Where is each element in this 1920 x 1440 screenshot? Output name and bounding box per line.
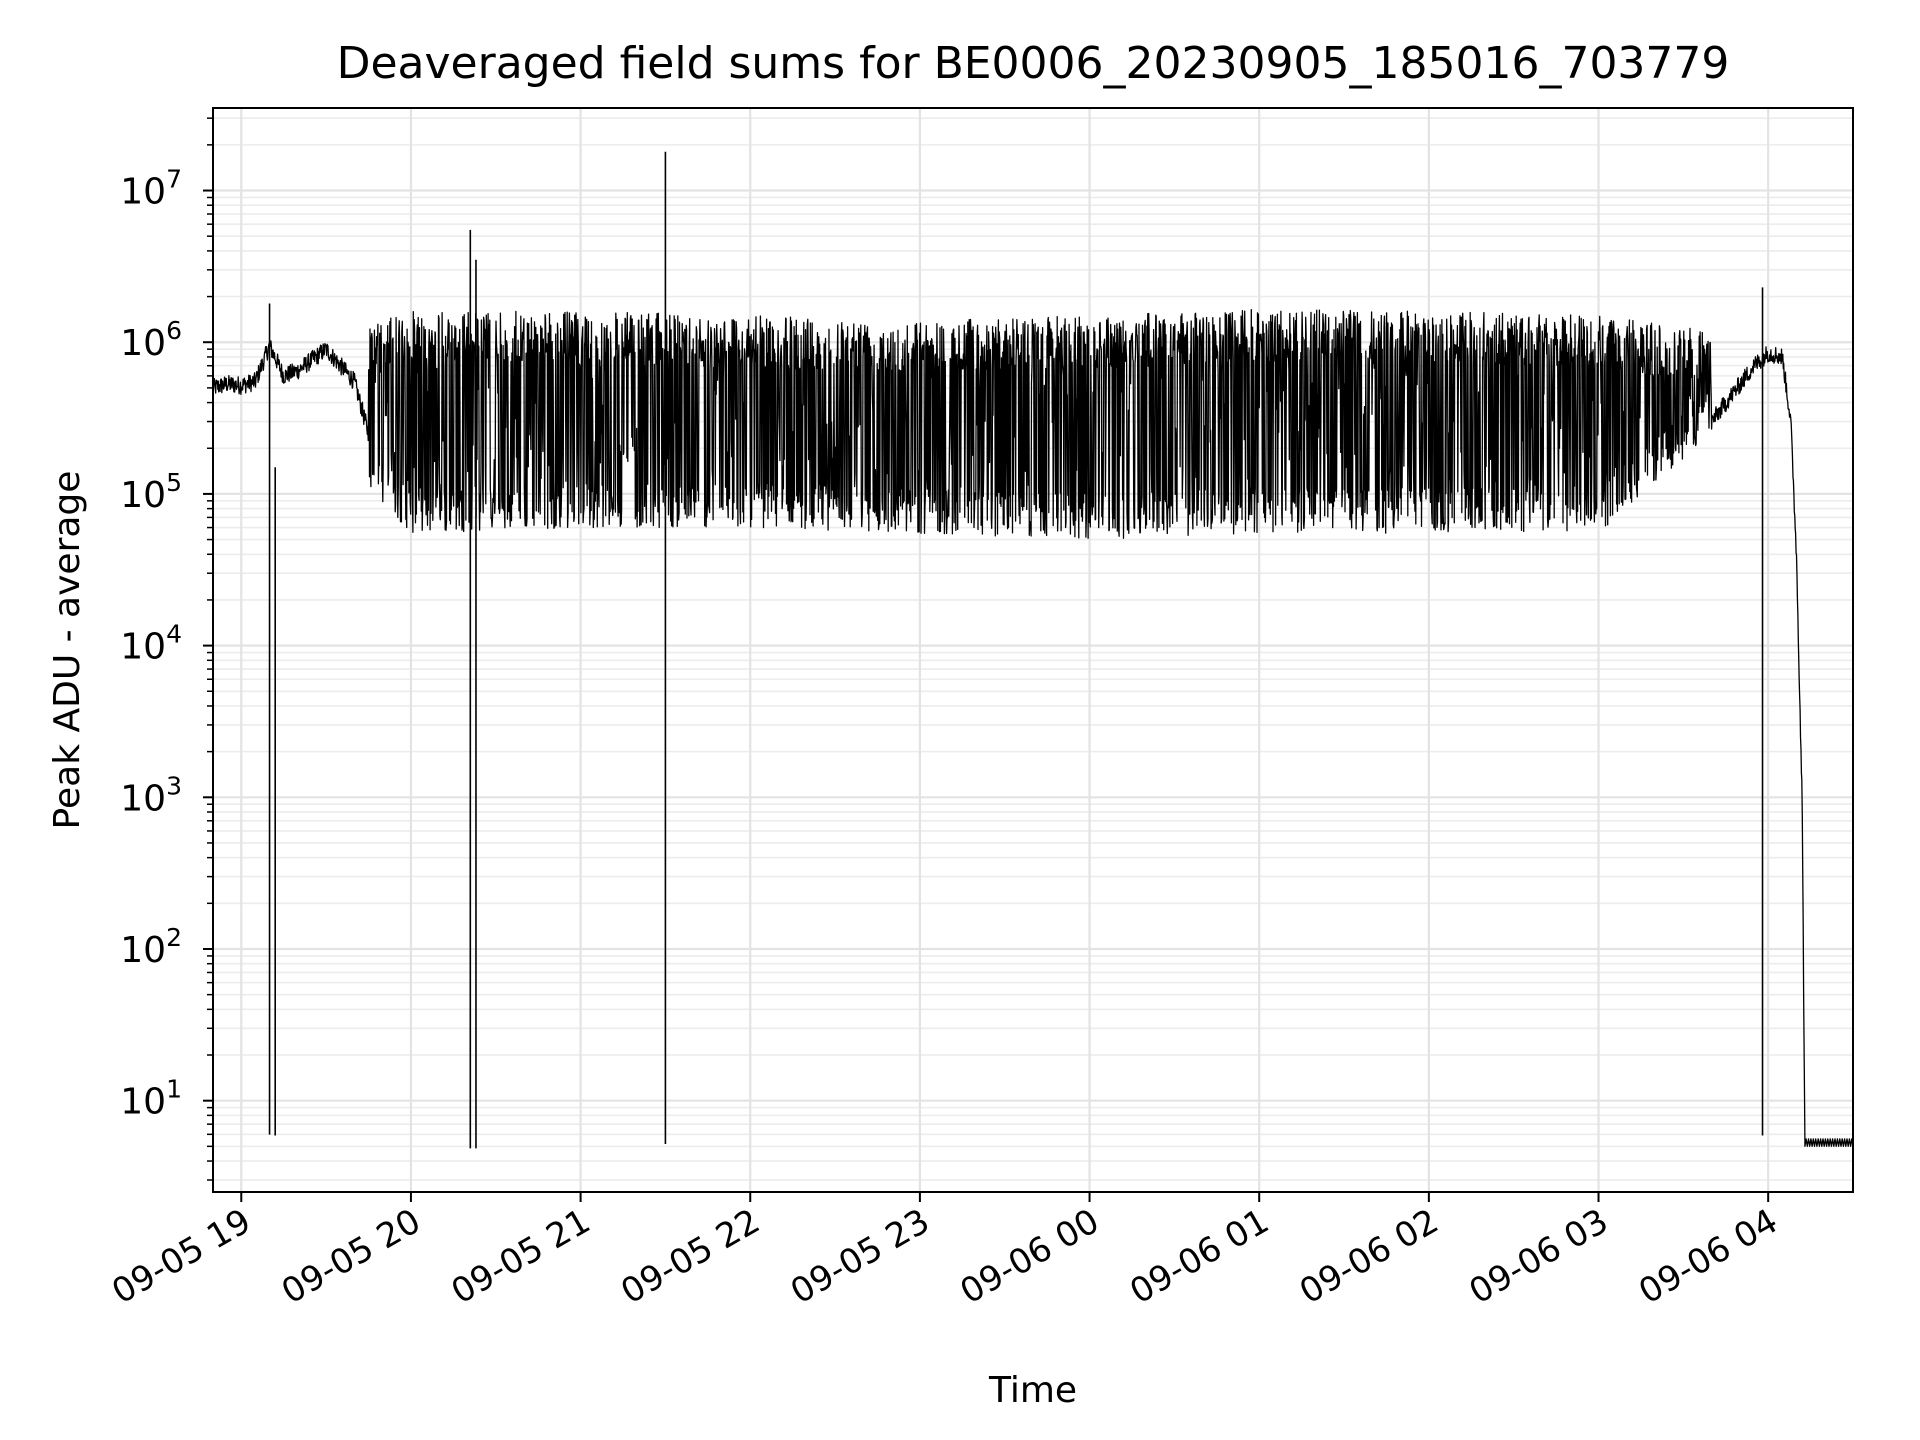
y-tick-exponent: 1 (166, 1075, 182, 1104)
y-tick-label: 102 (120, 923, 182, 971)
y-tick-label: 107 (120, 165, 182, 213)
y-tick-label: 103 (120, 771, 182, 819)
y-tick-base: 10 (120, 1082, 166, 1123)
y-tick-base: 10 (120, 627, 166, 668)
chart-title: Deaveraged field sums for BE0006_2023090… (337, 38, 1730, 89)
y-tick-label: 105 (120, 468, 182, 516)
series-line (212, 309, 1854, 1147)
y-tick-exponent: 3 (166, 771, 182, 800)
y-tick-exponent: 6 (166, 316, 182, 345)
y-tick-label: 101 (120, 1075, 182, 1123)
plot-frame (212, 107, 1854, 1193)
series-layer (212, 151, 1854, 1149)
y-tick-base: 10 (120, 323, 166, 364)
y-tick-base: 10 (120, 930, 166, 971)
y-tick-label: 106 (120, 316, 182, 364)
y-tick-exponent: 7 (166, 165, 182, 194)
y-axis-label: Peak ADU - average (47, 471, 88, 830)
y-tick-exponent: 5 (166, 468, 182, 497)
y-tick-exponent: 2 (166, 923, 182, 952)
x-axis-label: Time (988, 1370, 1077, 1411)
y-tick-base: 10 (120, 172, 166, 213)
y-tick-exponent: 4 (166, 620, 182, 649)
y-tick-base: 10 (120, 778, 166, 819)
y-tick-label: 104 (120, 620, 182, 668)
y-tick-base: 10 (120, 475, 166, 516)
